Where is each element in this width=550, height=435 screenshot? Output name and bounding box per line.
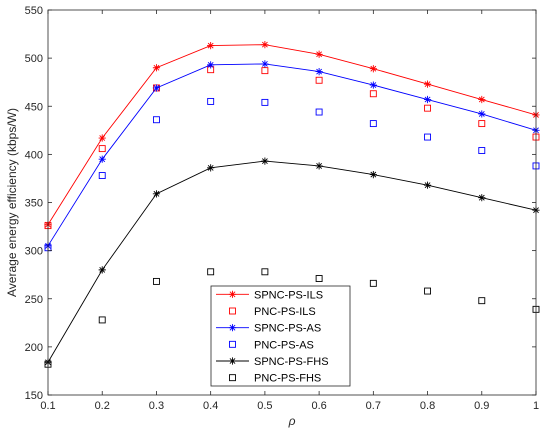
data-point-pnc-ps-as bbox=[152, 116, 160, 124]
legend-item-spnc-ps-fhs: SPNC-PS-FHS bbox=[216, 356, 329, 368]
legend-marker bbox=[229, 374, 236, 382]
x-tick-label: 0.4 bbox=[203, 400, 218, 412]
axes-layer: 0.1 0.2 0.3 0.4 0.5 0.6 0.7 0.8 0.9 1 150 200 250 300… bbox=[25, 5, 539, 412]
data-point-spnc-ps-fhs bbox=[369, 170, 377, 179]
data-point-pnc-ps-ils bbox=[261, 67, 269, 75]
legend-label: SPNC-PS-ILS bbox=[254, 289, 323, 301]
legend-marker bbox=[229, 307, 236, 315]
data-point-spnc-ps-as bbox=[98, 155, 106, 163]
series-line-spnc-ps-as bbox=[47, 63, 537, 247]
x-tick-label: 1 bbox=[533, 400, 539, 412]
data-point-pnc-ps-as bbox=[478, 147, 486, 154]
data-point-pnc-ps-ils bbox=[478, 120, 486, 128]
data-point-pnc-ps-ils bbox=[369, 90, 377, 98]
data-point-pnc-ps-fhs bbox=[261, 268, 269, 276]
data-point-spnc-ps-as bbox=[315, 68, 323, 76]
data-point-spnc-ps-fhs bbox=[152, 190, 161, 198]
y-axis-label: Average energy efficiency (kbps/W) bbox=[5, 108, 19, 297]
data-point-spnc-ps-as bbox=[423, 95, 432, 104]
x-tick-label: 0.9 bbox=[474, 400, 489, 412]
data-point-spnc-ps-as bbox=[478, 110, 486, 118]
data-point-spnc-ps-ils bbox=[369, 65, 377, 73]
y-tick-label: 350 bbox=[25, 198, 43, 210]
legend-label: SPNC-PS-FHS bbox=[254, 356, 329, 368]
x-tick-label: 0.8 bbox=[420, 400, 435, 412]
y-tick-label: 500 bbox=[25, 53, 43, 65]
series-layer bbox=[44, 41, 540, 368]
data-point-spnc-ps-as bbox=[152, 84, 161, 92]
data-point-spnc-ps-ils bbox=[478, 95, 486, 104]
legend-label: PNC-PS-FHS bbox=[254, 373, 321, 385]
series-pnc-ps-fhs bbox=[44, 268, 540, 368]
data-point-pnc-ps-as bbox=[261, 98, 269, 106]
x-tick-label: 0.1 bbox=[40, 400, 55, 412]
data-point-spnc-ps-ils bbox=[261, 41, 269, 49]
data-point-spnc-ps-as bbox=[369, 81, 377, 89]
data-point-pnc-ps-fhs bbox=[369, 279, 377, 287]
x-axis-label: ρ bbox=[288, 414, 296, 428]
x-tick-label: 0.7 bbox=[366, 400, 381, 412]
legend-marker bbox=[228, 290, 237, 298]
y-tick-label: 250 bbox=[25, 294, 43, 306]
data-point-pnc-ps-as bbox=[424, 133, 432, 141]
data-point-spnc-ps-fhs bbox=[98, 266, 106, 274]
data-point-spnc-ps-ils bbox=[152, 64, 161, 72]
x-tick-label: 0.6 bbox=[311, 400, 326, 412]
legend-marker bbox=[229, 340, 236, 348]
data-point-pnc-ps-as bbox=[207, 97, 215, 105]
data-point-pnc-ps-fhs bbox=[424, 287, 432, 295]
legend-label: PNC-PS-AS bbox=[254, 339, 314, 351]
legend-label: PNC-PS-ILS bbox=[254, 306, 316, 318]
legend-label: SPNC-PS-AS bbox=[254, 323, 321, 335]
data-point-pnc-ps-fhs bbox=[478, 297, 486, 305]
series-line-spnc-ps-ils bbox=[47, 44, 537, 225]
data-point-pnc-ps-fhs bbox=[315, 275, 323, 282]
y-tick-label: 200 bbox=[25, 342, 43, 354]
y-tick-label: 150 bbox=[25, 390, 43, 402]
y-tick-label: 400 bbox=[25, 149, 43, 161]
data-point-spnc-ps-fhs bbox=[478, 194, 486, 202]
legend-item-spnc-ps-ils: SPNC-PS-ILS bbox=[216, 289, 323, 301]
y-tick-label: 300 bbox=[25, 246, 43, 258]
data-point-pnc-ps-fhs bbox=[207, 268, 215, 276]
data-point-pnc-ps-as bbox=[98, 172, 106, 180]
y-tick-label: 550 bbox=[25, 5, 43, 17]
data-point-pnc-ps-fhs bbox=[152, 277, 160, 285]
legend: SPNC-PS-ILS PNC-PS-ILS SPNC-PS-AS PNC-PS-AS… bbox=[210, 285, 351, 387]
data-point-pnc-ps-as bbox=[315, 108, 323, 116]
legend-marker bbox=[228, 324, 237, 332]
legend-item-spnc-ps-as: SPNC-PS-AS bbox=[216, 323, 321, 335]
data-point-spnc-ps-fhs bbox=[207, 164, 215, 172]
data-point-spnc-ps-as bbox=[207, 61, 215, 69]
data-point-spnc-ps-fhs bbox=[423, 181, 432, 189]
data-point-pnc-ps-ils bbox=[98, 145, 106, 153]
x-tick-label: 0.5 bbox=[257, 400, 272, 412]
series-line-spnc-ps-fhs bbox=[47, 160, 537, 363]
data-point-pnc-ps-ils bbox=[315, 76, 323, 84]
data-point-pnc-ps-as bbox=[369, 120, 377, 128]
x-tick-label: 0.2 bbox=[95, 400, 110, 412]
data-point-pnc-ps-ils bbox=[424, 104, 432, 112]
data-point-spnc-ps-ils bbox=[98, 134, 106, 142]
legend-box bbox=[210, 285, 351, 387]
data-point-spnc-ps-ils bbox=[423, 80, 432, 88]
data-point-spnc-ps-fhs bbox=[261, 157, 269, 165]
y-tick-label: 450 bbox=[25, 101, 43, 113]
data-point-spnc-ps-ils bbox=[207, 42, 215, 50]
data-point-spnc-ps-ils bbox=[315, 50, 323, 58]
legend-item-pnc-ps-ils: PNC-PS-ILS bbox=[229, 306, 316, 318]
legend-item-pnc-ps-fhs: PNC-PS-FHS bbox=[229, 373, 321, 385]
data-point-spnc-ps-as bbox=[261, 60, 269, 68]
legend-marker bbox=[228, 357, 237, 365]
x-tick-label: 0.3 bbox=[149, 400, 164, 412]
data-point-spnc-ps-fhs bbox=[315, 162, 323, 170]
legend-item-pnc-ps-as: PNC-PS-AS bbox=[229, 339, 314, 351]
data-point-pnc-ps-fhs bbox=[98, 316, 106, 324]
